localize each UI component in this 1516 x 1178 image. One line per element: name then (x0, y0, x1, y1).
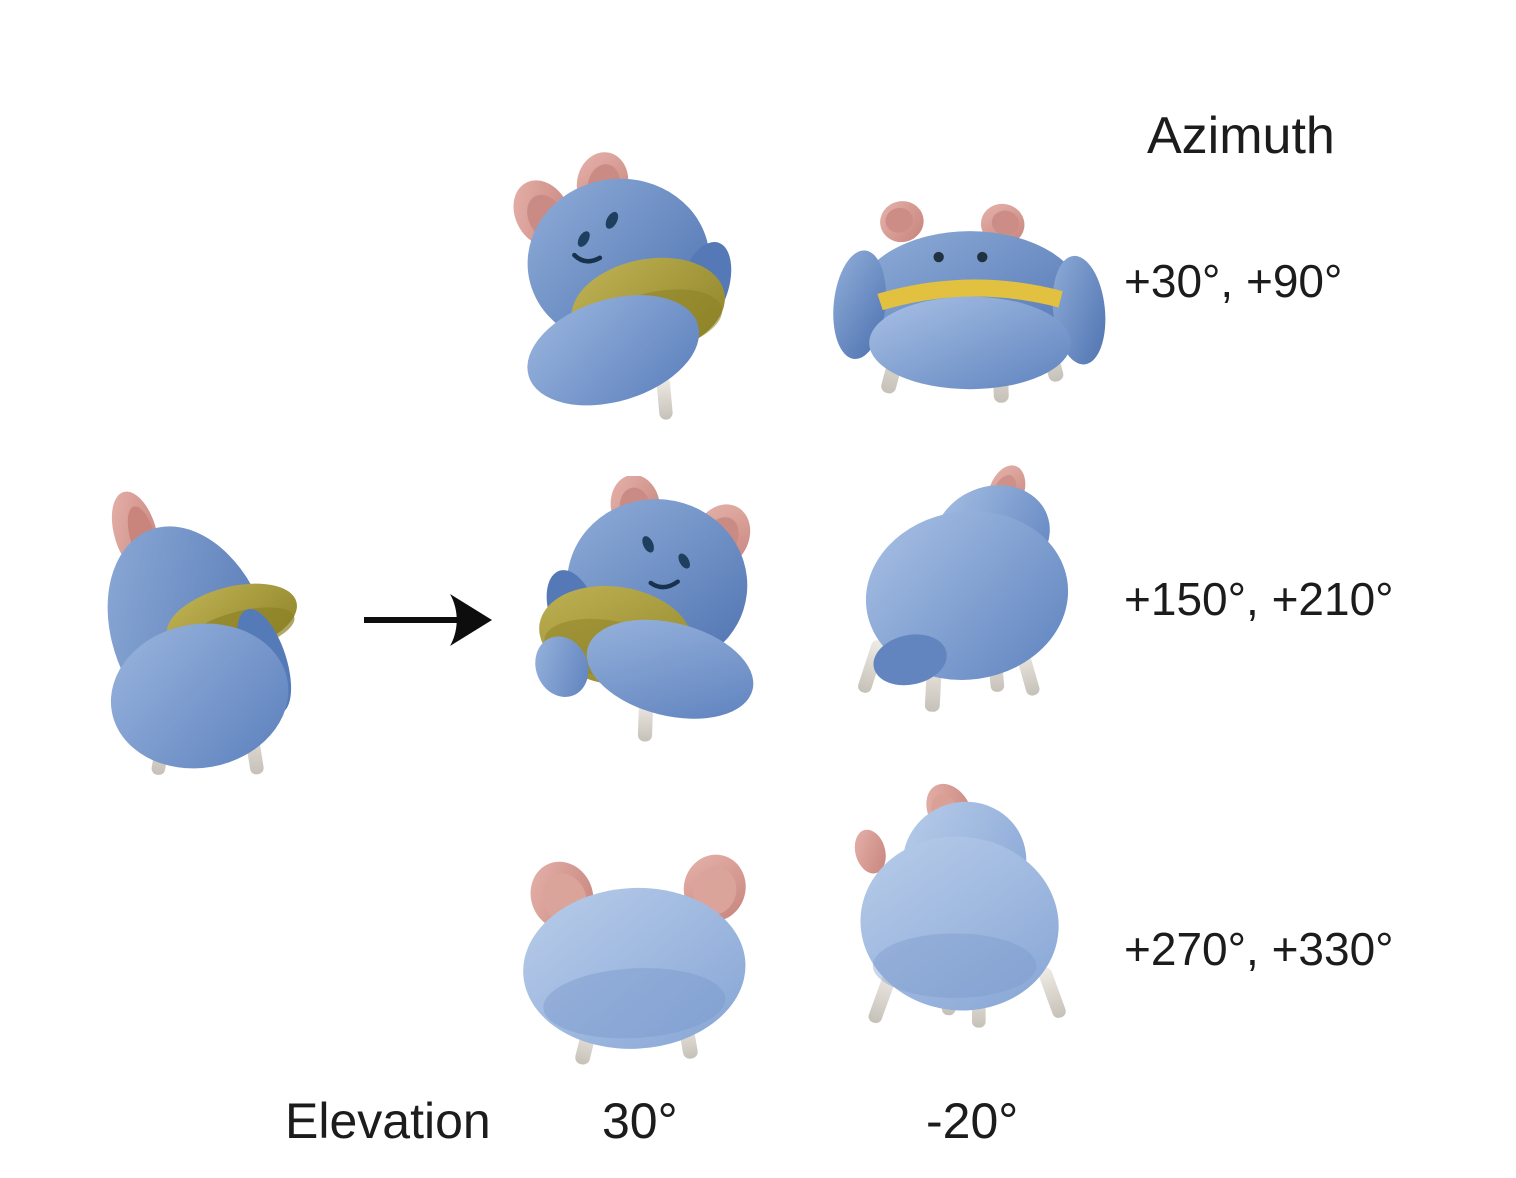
row-label-az150-210: +150°, +210° (1124, 573, 1394, 625)
row-label-az270-330: +270°, +330° (1124, 923, 1394, 975)
chair-image (107, 491, 297, 775)
chair-view-az90-elneg20 (833, 193, 1107, 411)
chair-image (523, 854, 746, 1065)
right-arrow-icon (362, 588, 494, 652)
row-label-az30-90: +30°, +90° (1124, 255, 1343, 307)
chair-image (858, 465, 1069, 712)
azimuth-axis-title: Azimuth (1147, 107, 1335, 165)
chair-image (854, 783, 1066, 1028)
input-chair-side-view (88, 478, 336, 800)
chair-view-az150-el30 (523, 476, 781, 744)
elevation-value-col1: 30° (602, 1093, 678, 1149)
chair-view-az270-el30 (503, 842, 771, 1076)
chair-image (513, 152, 732, 420)
chair-view-az210-elneg20 (843, 462, 1091, 734)
right-arrow-glyph (364, 594, 492, 646)
elevation-axis-title: Elevation (285, 1093, 491, 1149)
chair-image (535, 476, 754, 742)
chair-image (833, 201, 1106, 403)
elevation-value-col2: -20° (926, 1093, 1019, 1149)
chair-view-az30-el30 (498, 152, 766, 436)
chair-view-az330-elneg20 (843, 782, 1091, 1070)
